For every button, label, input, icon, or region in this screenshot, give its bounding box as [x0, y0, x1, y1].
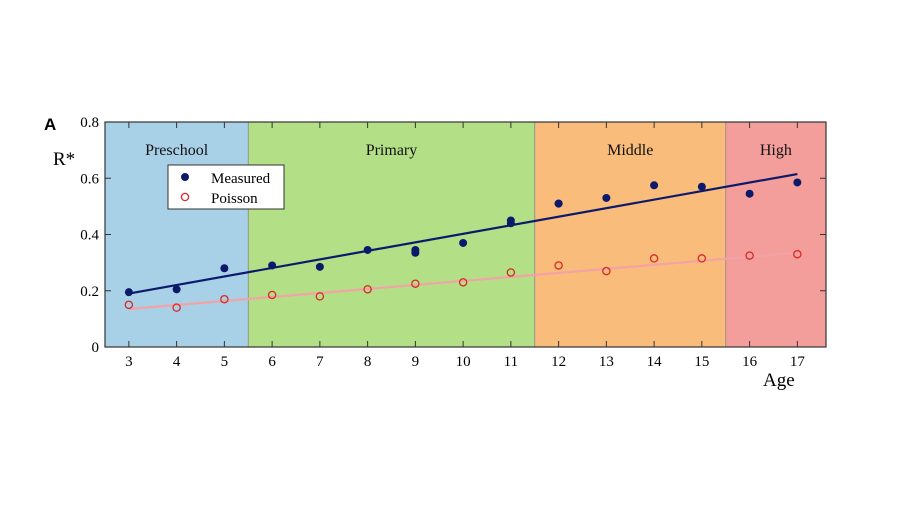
x-tick-label-8: 8 [364, 354, 372, 370]
x-axis-label: Age [763, 370, 795, 391]
point-poisson-11 [649, 254, 659, 263]
legend-box [167, 164, 285, 210]
point-poisson-6 [411, 279, 420, 288]
x-tick-label-16: 16 [742, 354, 758, 370]
data-points [124, 178, 802, 312]
x-tick-label-3: 3 [125, 354, 133, 370]
point-poisson-13 [745, 251, 754, 260]
y-tick-label-0-8: 0.8 [80, 115, 99, 131]
x-axis: 3 4 5 6 7 8 9 10 11 12 13 14 15 16 17 [125, 122, 805, 370]
point-poisson-4 [315, 292, 325, 301]
point-measured-3 [268, 261, 277, 270]
region-label-primary: Primary [366, 142, 418, 159]
point-measured-2 [220, 264, 229, 273]
point-poisson-1 [172, 303, 181, 312]
point-measured-0 [124, 288, 133, 297]
region-label-middle: Middle [607, 142, 653, 159]
point-measured-12 [554, 199, 563, 208]
x-tick-label-13: 13 [599, 354, 614, 370]
y-axis-label: R* [53, 149, 75, 170]
point-poisson-12 [697, 254, 707, 263]
point-poisson-14 [793, 249, 802, 259]
point-measured-16 [745, 189, 754, 198]
point-measured-4 [315, 262, 324, 271]
fit-line-measured [128, 172, 798, 295]
x-tick-label-6: 6 [268, 354, 276, 370]
x-tick-label-4: 4 [173, 354, 181, 370]
region-preschool [105, 122, 249, 347]
y-tick-label-0-2: 0.2 [80, 284, 99, 300]
age-regions: Preschool Primary Middle High [105, 122, 826, 347]
y-tick-label-0: 0 [92, 340, 100, 356]
point-poisson-5 [363, 285, 372, 294]
legend-measured-marker [181, 173, 189, 181]
point-measured-8 [459, 238, 468, 247]
legend-measured-label: Measured [211, 171, 271, 187]
region-label-preschool: Preschool [145, 142, 209, 159]
x-tick-label-5: 5 [221, 354, 229, 370]
x-tick-label-9: 9 [412, 354, 420, 370]
point-measured-17 [793, 178, 802, 187]
point-measured-10 [506, 216, 515, 225]
fit-lines [128, 172, 798, 311]
region-primary [248, 122, 535, 347]
point-poisson-0 [124, 300, 134, 310]
point-measured-5 [363, 245, 372, 254]
x-tick-label-7: 7 [316, 354, 324, 370]
point-poisson-8 [506, 268, 516, 277]
point-poisson-2 [220, 294, 229, 304]
y-axis: 0 0.2 0.4 0.6 0.8 [80, 115, 826, 356]
y-tick-label-0-4: 0.4 [80, 228, 99, 244]
point-poisson-10 [602, 266, 611, 276]
x-tick-label-10: 10 [456, 354, 471, 370]
x-tick-label-12: 12 [551, 354, 566, 370]
x-tick-label-11: 11 [504, 354, 518, 370]
point-poisson-9 [554, 261, 563, 270]
region-label-high: High [760, 142, 792, 159]
region-middle [534, 122, 726, 347]
point-measured-7 [411, 245, 420, 254]
point-measured-14 [650, 181, 659, 190]
point-measured-1 [172, 285, 181, 294]
y-tick-label-0-6: 0.6 [80, 171, 99, 187]
x-tick-label-14: 14 [647, 354, 663, 370]
point-measured-15 [697, 182, 706, 191]
point-poisson-7 [458, 278, 468, 287]
x-tick-label-17: 17 [790, 354, 806, 370]
fit-line-poisson [128, 251, 798, 311]
legend: Measured Poisson [167, 164, 285, 210]
region-high [725, 122, 826, 347]
legend-poisson-marker [180, 192, 190, 202]
point-measured-13 [602, 193, 611, 202]
point-poisson-3 [267, 290, 277, 300]
legend-poisson-label: Poisson [211, 191, 258, 207]
panel-label: A [44, 115, 56, 134]
x-tick-label-15: 15 [694, 354, 709, 370]
